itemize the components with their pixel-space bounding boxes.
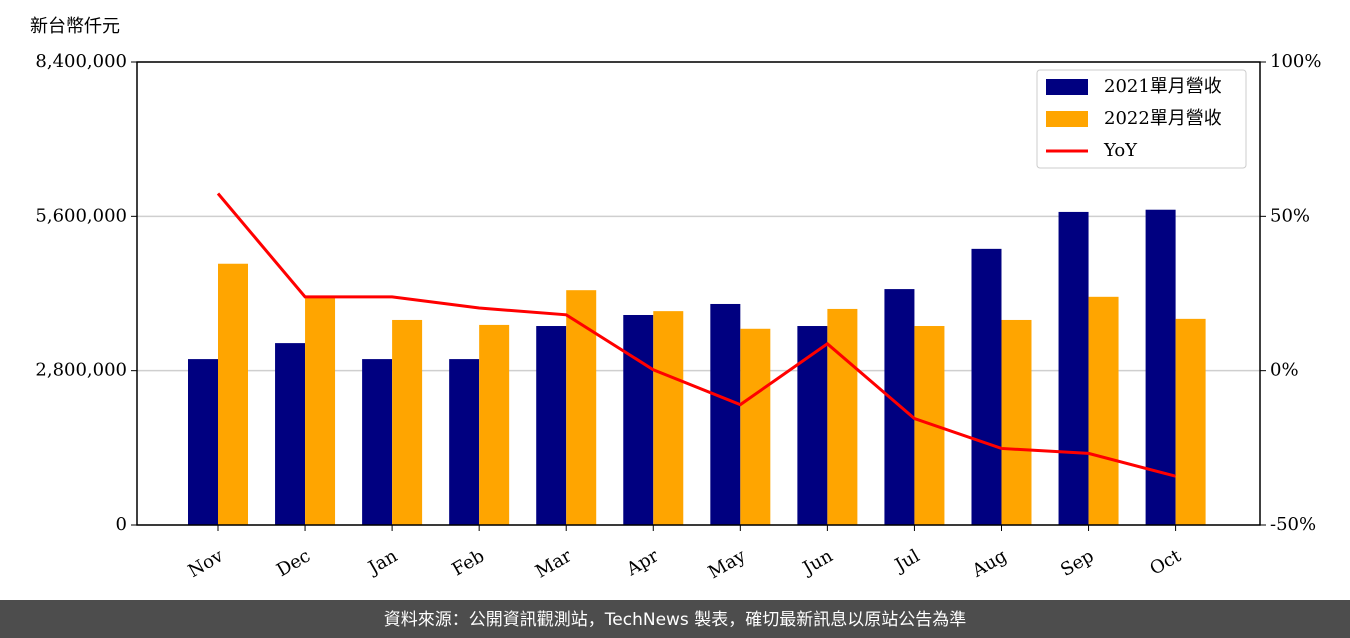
bar — [479, 324, 510, 525]
y-tick-label: 5,600,000 — [35, 205, 127, 226]
legend-swatch — [1046, 111, 1088, 127]
x-tick-label: Jun — [798, 545, 837, 580]
x-tick-label: Jan — [363, 545, 401, 579]
x-tick-label: Jul — [890, 545, 924, 577]
y2-tick-label: 0% — [1270, 360, 1299, 381]
y-axis-label: 新台幣仟元 — [30, 16, 120, 37]
y-tick-label: 8,400,000 — [35, 51, 127, 72]
y2-tick-label: 100% — [1270, 51, 1321, 72]
legend-label: 2022單月營收 — [1104, 108, 1222, 129]
bar — [797, 326, 828, 525]
plot-frame — [136, 61, 1261, 526]
x-tick-label: Sep — [1057, 545, 1097, 580]
bar — [1058, 211, 1089, 525]
bar — [653, 311, 684, 525]
legend-label: YoY — [1103, 140, 1138, 161]
x-tick-label: Apr — [622, 545, 662, 580]
footer-bar — [0, 600, 1350, 638]
legend-box — [1036, 69, 1247, 169]
bar — [740, 328, 771, 525]
y2-tick-label: 50% — [1270, 205, 1310, 226]
x-tick-label: Nov — [185, 545, 228, 582]
bar — [827, 308, 858, 525]
legend-label: 2021單月營收 — [1104, 76, 1222, 97]
bar — [971, 248, 1002, 525]
legend-swatch — [1046, 79, 1088, 95]
bar — [536, 326, 567, 525]
bar — [362, 359, 393, 525]
bar — [1145, 209, 1176, 525]
x-tick-label: Aug — [968, 545, 1011, 582]
x-tick-label: Mar — [532, 545, 576, 582]
footer: 資料來源：公開資訊觀測站，TechNews 製表，確切最新訊息以原站公告為準 — [384, 610, 966, 630]
bar — [1175, 318, 1206, 525]
bar — [218, 263, 248, 525]
bar — [710, 303, 741, 525]
bar — [305, 296, 336, 525]
bar — [623, 314, 654, 525]
bar — [1001, 319, 1032, 525]
x-tick-label: Dec — [273, 545, 314, 581]
y-tick-label: 0 — [116, 514, 127, 535]
bar — [275, 343, 306, 525]
line — [216, 192, 1176, 478]
bar — [449, 359, 480, 525]
bar — [1088, 296, 1119, 525]
y2-tick-label: -50% — [1270, 514, 1316, 535]
bar — [914, 326, 945, 525]
x-tick-label: May — [705, 545, 750, 583]
y-tick-label: 2,800,000 — [35, 360, 127, 381]
bar — [188, 359, 218, 525]
x-tick-label: Oct — [1146, 545, 1185, 580]
x-tick-label: Feb — [448, 545, 488, 580]
bar — [392, 319, 423, 525]
